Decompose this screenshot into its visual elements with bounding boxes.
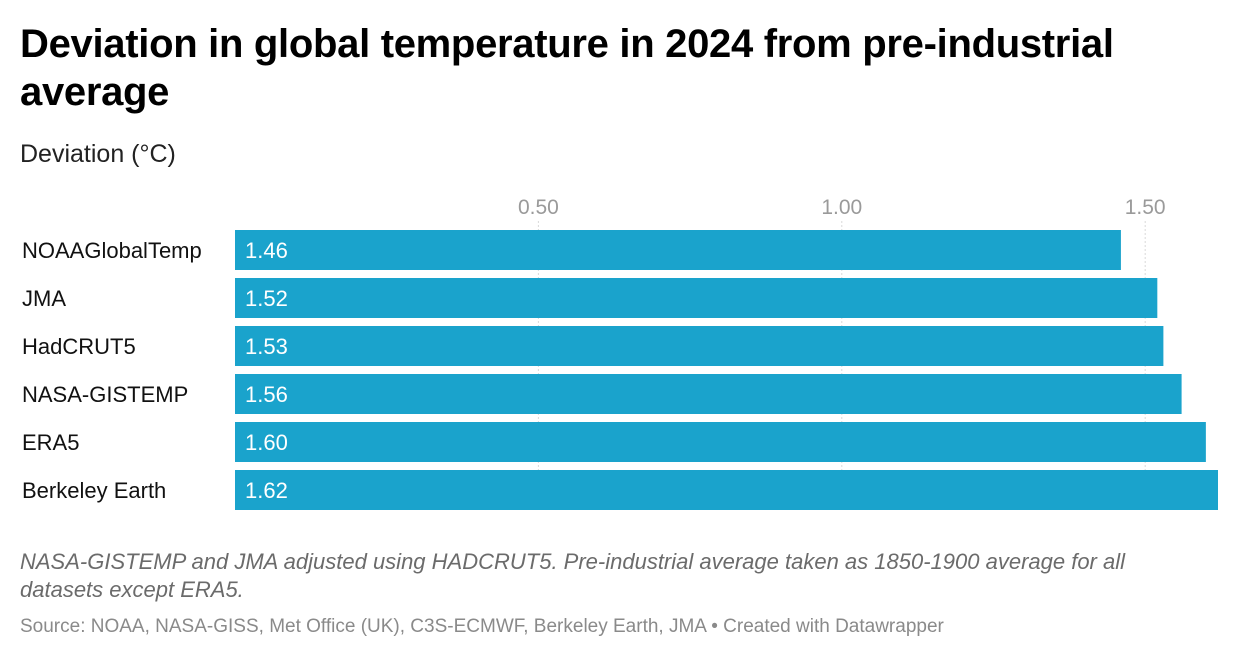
chart-note: NASA-GISTEMP and JMA adjusted using HADC… [20,549,1126,602]
bar [235,278,1158,318]
data-label: 1.52 [245,286,288,311]
data-label: 1.60 [245,430,288,455]
bar-chart: 0.50 1.00 1.50 NOAAGlobalTemp 1.46 JMA 1.52 Had… [22,196,1218,510]
x-tick-label: 1.00 [821,196,862,219]
x-tick-label: 0.50 [518,196,559,219]
bar [235,374,1182,414]
bar [235,422,1206,462]
category-label: Berkeley Earth [22,478,166,503]
bar [235,470,1218,510]
data-label: 1.62 [245,478,288,503]
axis-label: Deviation (°C) [20,140,176,168]
bar [235,230,1121,270]
data-label: 1.56 [245,382,288,407]
category-label: JMA [22,286,66,311]
data-label: 1.53 [245,334,288,359]
data-label: 1.46 [245,238,288,263]
category-label: HadCRUT5 [22,334,136,359]
category-label: NASA-GISTEMP [22,382,188,407]
x-tick-label: 1.50 [1125,196,1166,219]
chart-title: Deviation in global temperature in 2024 … [20,22,1114,114]
bar [235,326,1164,366]
category-label: NOAAGlobalTemp [22,238,202,263]
source-line: Source: NOAA, NASA-GISS, Met Office (UK)… [20,616,944,637]
category-label: ERA5 [22,430,79,455]
